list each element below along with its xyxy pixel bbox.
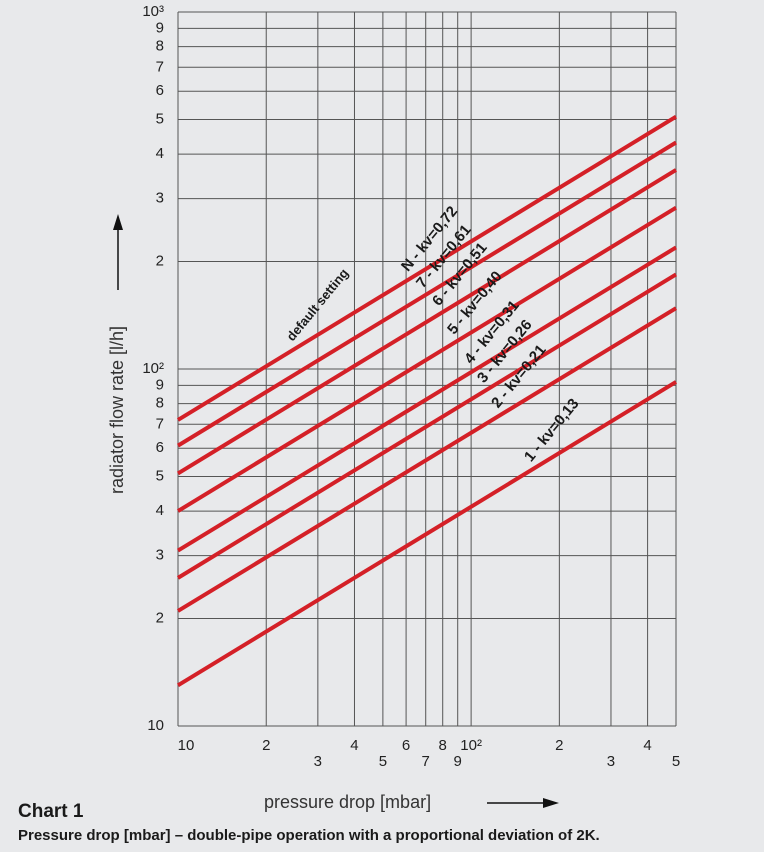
flow-line: [176, 168, 678, 476]
x-tick-label: 4: [643, 737, 651, 754]
flow-line: [176, 380, 678, 688]
y-tick-label: 8: [156, 38, 164, 55]
x-tick-label: 4: [350, 737, 358, 754]
flow-line: [176, 140, 678, 448]
y-tick-label: 3: [156, 547, 164, 564]
y-tick-label: 5: [156, 467, 164, 484]
x-tick-label: 10²: [460, 737, 482, 754]
x-tick-label: 2: [262, 737, 270, 754]
y-tick-label: 4: [156, 145, 164, 162]
x-tick-label: 3: [314, 753, 322, 770]
x-tick-label: 7: [422, 753, 430, 770]
x-tick-label: 6: [402, 737, 410, 754]
y-tick-label: 3: [156, 190, 164, 207]
flow-line: [176, 306, 678, 613]
x-tick-label: 2: [555, 737, 563, 754]
y-tick-label: 9: [156, 19, 164, 36]
flow-line: [176, 245, 678, 553]
y-tick-label: 8: [156, 395, 164, 412]
x-tick-label: 3: [607, 753, 615, 770]
chart-title: Chart 1: [18, 801, 84, 822]
x-tick-label: 9: [454, 753, 462, 770]
chart-subtitle: Pressure drop [mbar] – double-pipe opera…: [18, 827, 600, 844]
series-label: 1 - kv=0,13: [521, 395, 583, 465]
y-tick-label: 7: [156, 415, 164, 432]
x-axis-label: pressure drop [mbar]: [264, 792, 431, 812]
y-tick-label: 10²: [142, 360, 164, 377]
x-arrow: [487, 798, 559, 808]
y-tick-label: 5: [156, 110, 164, 127]
x-tick-label: 5: [379, 753, 387, 770]
y-tick-label: 7: [156, 58, 164, 75]
y-tick-label: 6: [156, 82, 164, 99]
y-axis-label: radiator flow rate [l/h]: [107, 326, 127, 494]
flow-line: [176, 114, 678, 422]
y-tick-label: 10: [147, 717, 164, 734]
x-tick-label: 8: [439, 737, 447, 754]
flow-line: [176, 206, 678, 513]
y-tick-label: 10³: [142, 3, 164, 20]
x-tick-label: 5: [672, 753, 680, 770]
y-tick-label: 2: [156, 253, 164, 270]
y-tick-label: 4: [156, 502, 164, 519]
flow-line: [176, 272, 678, 580]
y-tick-label: 2: [156, 610, 164, 627]
y-arrow: [113, 214, 123, 290]
y-tick-label: 9: [156, 376, 164, 393]
y-tick-label: 6: [156, 439, 164, 456]
x-tick-label: 10: [178, 737, 195, 754]
